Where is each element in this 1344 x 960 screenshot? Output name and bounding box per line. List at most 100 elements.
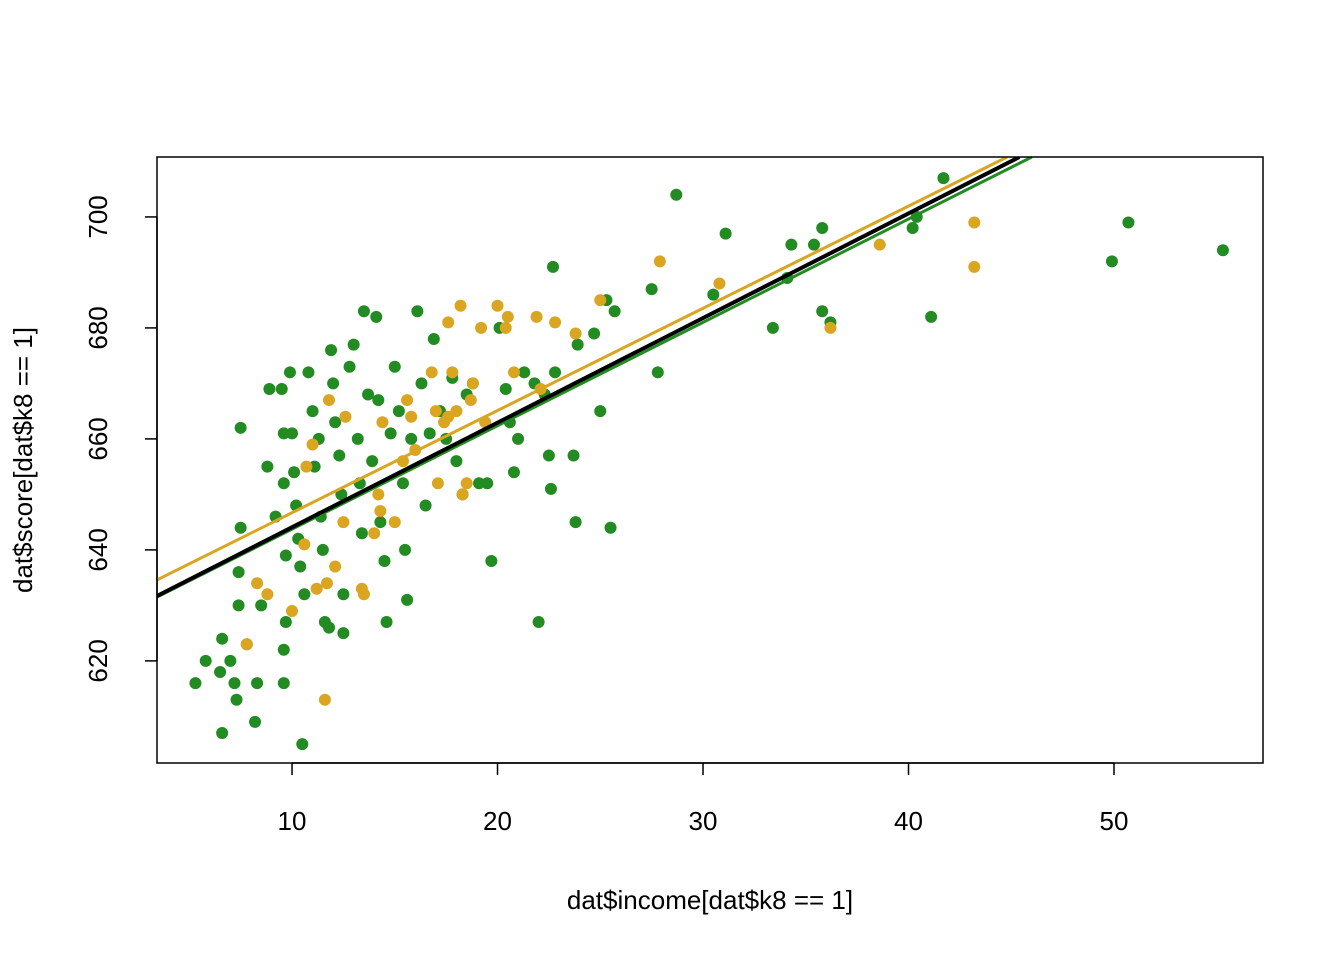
point <box>466 377 479 390</box>
point <box>302 366 315 379</box>
x-tick-label: 50 <box>1100 806 1129 836</box>
point <box>384 427 397 440</box>
point <box>399 543 412 556</box>
point <box>549 366 562 379</box>
point <box>263 382 276 395</box>
point <box>283 366 296 379</box>
point <box>261 460 274 473</box>
point <box>824 321 837 334</box>
point <box>318 693 331 706</box>
point <box>456 488 469 501</box>
point <box>298 538 311 551</box>
point <box>189 677 202 690</box>
point <box>357 305 370 318</box>
point <box>549 316 562 329</box>
point <box>323 394 336 407</box>
point <box>388 360 401 373</box>
point <box>370 310 383 323</box>
point <box>335 488 348 501</box>
y-tick-label: 660 <box>83 417 113 460</box>
point <box>532 616 545 629</box>
point <box>507 466 520 479</box>
point <box>376 416 389 429</box>
point <box>310 582 323 595</box>
point <box>512 432 525 445</box>
point <box>491 299 504 312</box>
point <box>719 227 732 240</box>
point <box>1122 216 1135 229</box>
x-axis-label: dat$income[dat$k8 == 1] <box>567 885 853 915</box>
point <box>216 632 229 645</box>
point <box>374 516 387 529</box>
point <box>234 521 247 534</box>
point <box>906 222 919 235</box>
point <box>277 643 290 656</box>
point <box>925 310 938 323</box>
point <box>401 593 414 606</box>
point <box>429 405 442 418</box>
point <box>347 338 360 351</box>
point <box>298 588 311 601</box>
point <box>569 516 582 529</box>
point <box>294 560 307 573</box>
point <box>325 344 338 357</box>
point <box>411 305 424 318</box>
x-tick-label: 40 <box>894 806 923 836</box>
y-tick-label: 620 <box>83 639 113 682</box>
point <box>224 654 237 667</box>
point <box>199 654 212 667</box>
point <box>329 560 342 573</box>
point <box>286 427 299 440</box>
point <box>604 521 617 534</box>
point <box>653 255 666 268</box>
point <box>425 366 438 379</box>
point <box>277 427 290 440</box>
point <box>816 222 829 235</box>
point <box>261 588 274 601</box>
y-tick-label: 640 <box>83 528 113 571</box>
fit-line <box>157 157 1008 582</box>
point <box>608 305 621 318</box>
point <box>333 449 346 462</box>
point <box>380 616 393 629</box>
point <box>423 427 436 440</box>
point <box>594 405 607 418</box>
point <box>401 394 414 407</box>
point <box>279 549 292 562</box>
point <box>542 449 555 462</box>
point <box>327 377 340 390</box>
point <box>419 499 432 512</box>
fit-line <box>157 157 1021 598</box>
point <box>214 665 227 678</box>
point <box>485 555 498 567</box>
point <box>216 727 229 740</box>
point <box>645 283 658 296</box>
point <box>251 677 264 690</box>
point <box>588 327 601 340</box>
point <box>544 482 557 495</box>
point <box>366 455 379 468</box>
point <box>308 460 321 473</box>
point <box>306 405 319 418</box>
point <box>460 477 473 490</box>
point <box>286 604 299 617</box>
point <box>329 416 342 429</box>
point <box>405 432 418 445</box>
fit-lines <box>157 157 1033 599</box>
point <box>450 405 463 418</box>
point <box>481 477 494 490</box>
point <box>351 432 364 445</box>
point <box>454 299 467 312</box>
point <box>405 410 418 423</box>
point <box>415 377 428 390</box>
point <box>337 627 350 640</box>
point <box>339 410 352 423</box>
point <box>362 388 375 401</box>
point <box>372 394 385 407</box>
point <box>530 310 543 323</box>
point <box>275 382 288 395</box>
point <box>228 677 241 690</box>
point <box>234 421 247 434</box>
point <box>707 288 720 301</box>
